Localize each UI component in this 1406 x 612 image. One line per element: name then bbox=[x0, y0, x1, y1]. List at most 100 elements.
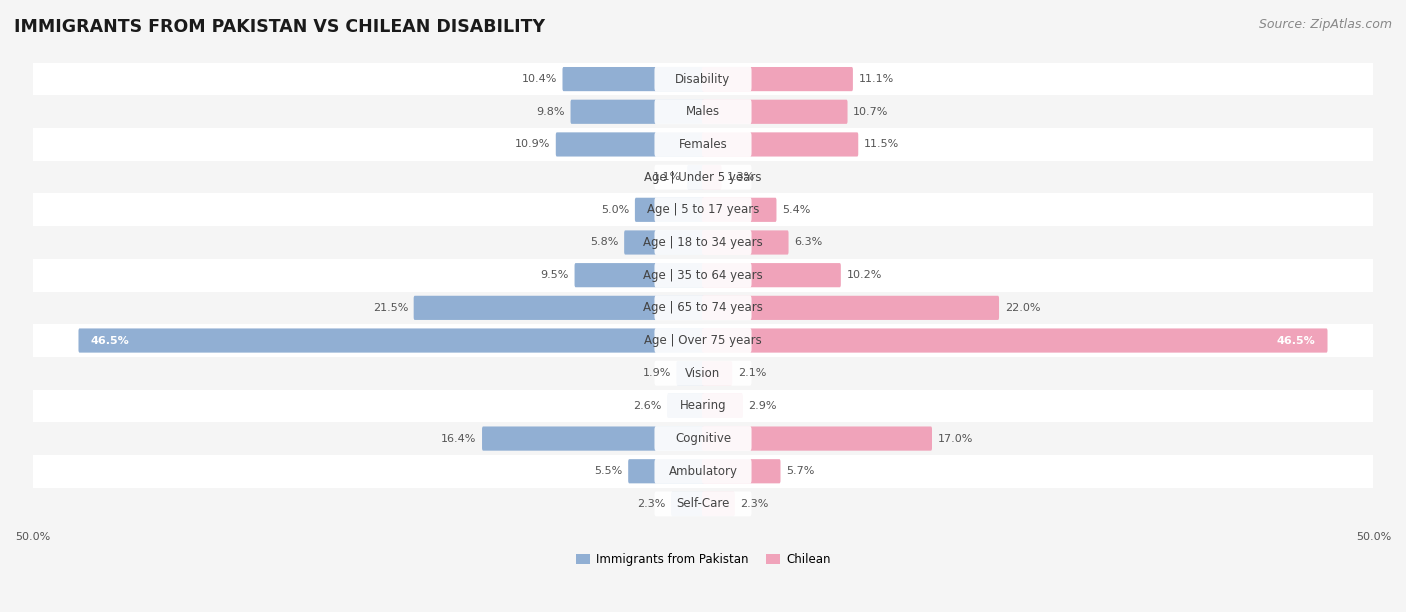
FancyBboxPatch shape bbox=[654, 197, 752, 222]
FancyBboxPatch shape bbox=[671, 492, 704, 516]
Text: Self-Care: Self-Care bbox=[676, 498, 730, 510]
FancyBboxPatch shape bbox=[654, 132, 752, 157]
Text: 2.3%: 2.3% bbox=[637, 499, 665, 509]
Bar bbox=[6, 324, 1400, 357]
Bar bbox=[6, 455, 1400, 488]
FancyBboxPatch shape bbox=[702, 198, 776, 222]
FancyBboxPatch shape bbox=[702, 165, 721, 189]
Text: 10.7%: 10.7% bbox=[853, 106, 889, 117]
FancyBboxPatch shape bbox=[676, 361, 704, 386]
FancyBboxPatch shape bbox=[688, 165, 704, 189]
FancyBboxPatch shape bbox=[702, 492, 735, 516]
Bar bbox=[6, 259, 1400, 291]
FancyBboxPatch shape bbox=[482, 427, 704, 450]
Text: Age | 5 to 17 years: Age | 5 to 17 years bbox=[647, 203, 759, 216]
FancyBboxPatch shape bbox=[555, 132, 704, 157]
Bar bbox=[6, 193, 1400, 226]
FancyBboxPatch shape bbox=[79, 329, 704, 353]
Text: 11.5%: 11.5% bbox=[863, 140, 900, 149]
Text: 10.4%: 10.4% bbox=[522, 74, 557, 84]
Text: 21.5%: 21.5% bbox=[373, 303, 408, 313]
Bar bbox=[6, 226, 1400, 259]
FancyBboxPatch shape bbox=[702, 394, 742, 418]
Text: 22.0%: 22.0% bbox=[1005, 303, 1040, 313]
FancyBboxPatch shape bbox=[654, 165, 752, 190]
Text: Age | Under 5 years: Age | Under 5 years bbox=[644, 171, 762, 184]
FancyBboxPatch shape bbox=[636, 198, 704, 222]
FancyBboxPatch shape bbox=[666, 394, 704, 418]
Text: 2.1%: 2.1% bbox=[738, 368, 766, 378]
Text: 46.5%: 46.5% bbox=[90, 335, 129, 346]
Text: 17.0%: 17.0% bbox=[938, 433, 973, 444]
Text: 16.4%: 16.4% bbox=[441, 433, 477, 444]
Text: 2.3%: 2.3% bbox=[741, 499, 769, 509]
FancyBboxPatch shape bbox=[654, 426, 752, 451]
Text: 6.3%: 6.3% bbox=[794, 237, 823, 247]
Bar bbox=[6, 161, 1400, 193]
FancyBboxPatch shape bbox=[624, 230, 704, 255]
FancyBboxPatch shape bbox=[654, 360, 752, 386]
Text: Cognitive: Cognitive bbox=[675, 432, 731, 445]
FancyBboxPatch shape bbox=[654, 230, 752, 255]
Bar bbox=[6, 95, 1400, 128]
FancyBboxPatch shape bbox=[654, 99, 752, 124]
Text: Vision: Vision bbox=[685, 367, 721, 379]
FancyBboxPatch shape bbox=[654, 328, 752, 353]
FancyBboxPatch shape bbox=[702, 132, 858, 157]
Text: Age | 18 to 34 years: Age | 18 to 34 years bbox=[643, 236, 763, 249]
Bar bbox=[6, 488, 1400, 520]
FancyBboxPatch shape bbox=[702, 100, 848, 124]
FancyBboxPatch shape bbox=[702, 361, 733, 386]
Bar bbox=[6, 357, 1400, 390]
Bar bbox=[6, 128, 1400, 161]
Text: 5.5%: 5.5% bbox=[595, 466, 623, 476]
FancyBboxPatch shape bbox=[702, 263, 841, 287]
Text: IMMIGRANTS FROM PAKISTAN VS CHILEAN DISABILITY: IMMIGRANTS FROM PAKISTAN VS CHILEAN DISA… bbox=[14, 18, 546, 36]
Bar bbox=[6, 422, 1400, 455]
FancyBboxPatch shape bbox=[702, 296, 1000, 320]
Text: 10.9%: 10.9% bbox=[515, 140, 550, 149]
Text: Age | Over 75 years: Age | Over 75 years bbox=[644, 334, 762, 347]
FancyBboxPatch shape bbox=[654, 459, 752, 483]
FancyBboxPatch shape bbox=[702, 230, 789, 255]
Text: Hearing: Hearing bbox=[679, 400, 727, 412]
FancyBboxPatch shape bbox=[413, 296, 704, 320]
Text: 9.5%: 9.5% bbox=[540, 270, 569, 280]
FancyBboxPatch shape bbox=[654, 491, 752, 517]
FancyBboxPatch shape bbox=[654, 263, 752, 288]
Text: Females: Females bbox=[679, 138, 727, 151]
Text: 5.4%: 5.4% bbox=[782, 205, 810, 215]
Bar bbox=[6, 390, 1400, 422]
FancyBboxPatch shape bbox=[702, 329, 1327, 353]
Legend: Immigrants from Pakistan, Chilean: Immigrants from Pakistan, Chilean bbox=[575, 553, 831, 566]
Text: 9.8%: 9.8% bbox=[537, 106, 565, 117]
Text: 10.2%: 10.2% bbox=[846, 270, 882, 280]
Bar bbox=[6, 291, 1400, 324]
Text: 5.0%: 5.0% bbox=[600, 205, 630, 215]
Text: 2.9%: 2.9% bbox=[748, 401, 778, 411]
Text: Age | 35 to 64 years: Age | 35 to 64 years bbox=[643, 269, 763, 282]
Text: Disability: Disability bbox=[675, 73, 731, 86]
Text: Males: Males bbox=[686, 105, 720, 118]
Text: Age | 65 to 74 years: Age | 65 to 74 years bbox=[643, 301, 763, 315]
FancyBboxPatch shape bbox=[654, 394, 752, 419]
FancyBboxPatch shape bbox=[702, 459, 780, 483]
Text: 1.9%: 1.9% bbox=[643, 368, 671, 378]
Text: 2.6%: 2.6% bbox=[633, 401, 661, 411]
FancyBboxPatch shape bbox=[575, 263, 704, 287]
Text: Ambulatory: Ambulatory bbox=[668, 465, 738, 478]
FancyBboxPatch shape bbox=[571, 100, 704, 124]
FancyBboxPatch shape bbox=[628, 459, 704, 483]
Text: 5.8%: 5.8% bbox=[591, 237, 619, 247]
Text: 1.1%: 1.1% bbox=[654, 172, 682, 182]
Text: 46.5%: 46.5% bbox=[1277, 335, 1316, 346]
Bar bbox=[6, 63, 1400, 95]
FancyBboxPatch shape bbox=[702, 67, 853, 91]
Text: 11.1%: 11.1% bbox=[859, 74, 894, 84]
FancyBboxPatch shape bbox=[654, 67, 752, 92]
Text: Source: ZipAtlas.com: Source: ZipAtlas.com bbox=[1258, 18, 1392, 31]
Text: 1.3%: 1.3% bbox=[727, 172, 755, 182]
FancyBboxPatch shape bbox=[654, 296, 752, 320]
FancyBboxPatch shape bbox=[702, 427, 932, 450]
FancyBboxPatch shape bbox=[562, 67, 704, 91]
